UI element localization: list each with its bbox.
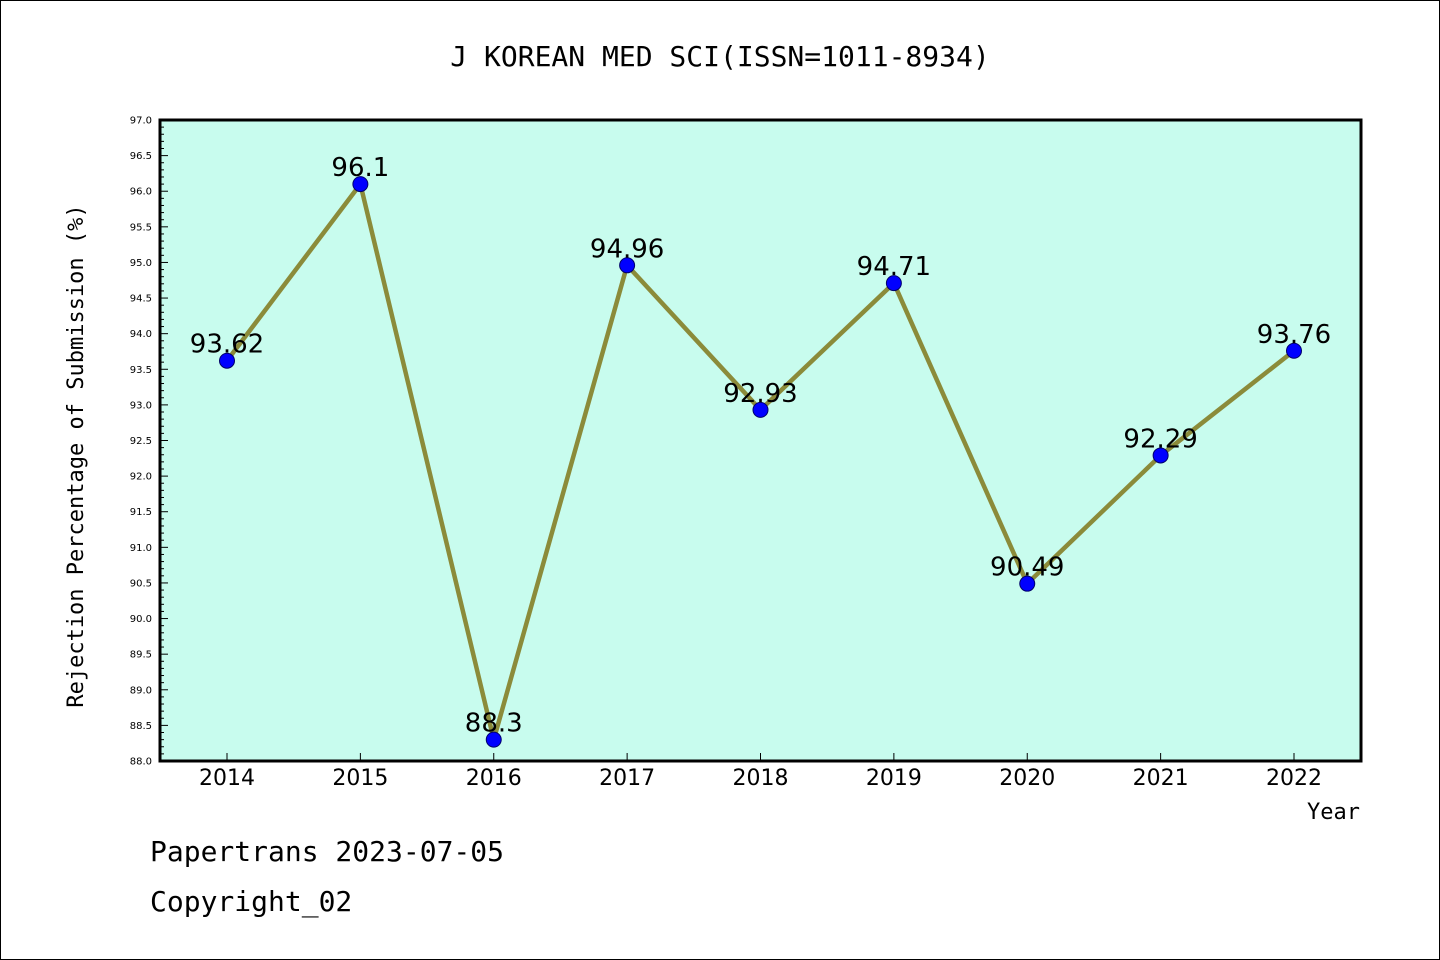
- data-label: 94.96: [590, 234, 664, 264]
- data-point-marker: [219, 352, 235, 369]
- footer-date: Papertrans 2023-07-05: [150, 835, 505, 868]
- plot-area: [160, 120, 1361, 761]
- data-label: 92.29: [1123, 424, 1197, 454]
- data-label: 88.3: [465, 709, 523, 739]
- x-axis-label: Year: [1307, 800, 1360, 825]
- plot-border: [158, 118, 1363, 763]
- x-tick-label: 2015: [332, 766, 388, 791]
- data-label: 93.62: [190, 330, 264, 360]
- y-axis-label: Rejection Percentage of Submission (%): [64, 204, 89, 707]
- x-tick-label: 2014: [199, 766, 255, 791]
- footer-copyright: Copyright_02: [150, 885, 353, 918]
- y-tick-label: 95.5: [130, 222, 152, 233]
- y-tick-label: 88.0: [130, 757, 152, 768]
- x-tick-label: 2021: [1133, 766, 1189, 791]
- data-label: 94.71: [857, 252, 931, 282]
- data-point-marker: [752, 401, 769, 418]
- y-tick-label: 88.5: [130, 721, 152, 732]
- y-tick-label: 92.5: [130, 436, 152, 447]
- x-tick-label: 2016: [466, 766, 522, 791]
- x-tick-label: 2019: [866, 766, 922, 791]
- y-tick-label: 96.5: [130, 151, 152, 162]
- y-tick-label: 95.0: [130, 258, 152, 269]
- data-label: 90.49: [990, 553, 1064, 583]
- data-label: 93.76: [1257, 320, 1331, 350]
- data-label: 96.1: [331, 153, 389, 183]
- data-point-marker: [1286, 342, 1302, 359]
- y-tick-label: 94.0: [130, 329, 152, 340]
- data-point-marker: [1019, 575, 1036, 592]
- data-point-marker: [885, 275, 902, 292]
- chart-title: J KOREAN MED SCI(ISSN=1011-8934): [450, 40, 989, 73]
- data-point-marker: [619, 257, 636, 274]
- y-tick-label: 94.5: [130, 294, 152, 305]
- x-tick-label: 2020: [999, 766, 1055, 791]
- x-tick-label: 2018: [733, 766, 789, 791]
- x-tick-label: 2022: [1266, 766, 1322, 791]
- y-tick-label: 92.0: [130, 472, 152, 483]
- y-tick-label: 90.5: [130, 578, 152, 589]
- data-point-marker: [485, 731, 502, 748]
- y-tick-label: 89.0: [130, 685, 152, 696]
- y-tick-label: 91.0: [130, 543, 152, 554]
- x-tick-label: 2017: [599, 766, 655, 791]
- y-tick-label: 97.0: [130, 116, 152, 127]
- y-tick-label: 96.0: [130, 187, 152, 198]
- data-label: 92.93: [723, 379, 797, 409]
- y-tick-label: 93.0: [130, 400, 152, 411]
- y-tick-label: 90.0: [130, 614, 152, 625]
- data-point-marker: [1152, 447, 1169, 464]
- data-point-marker: [352, 176, 369, 193]
- y-tick-label: 89.5: [130, 650, 152, 661]
- y-tick-label: 93.5: [130, 365, 152, 376]
- y-tick-label: 91.5: [130, 507, 152, 518]
